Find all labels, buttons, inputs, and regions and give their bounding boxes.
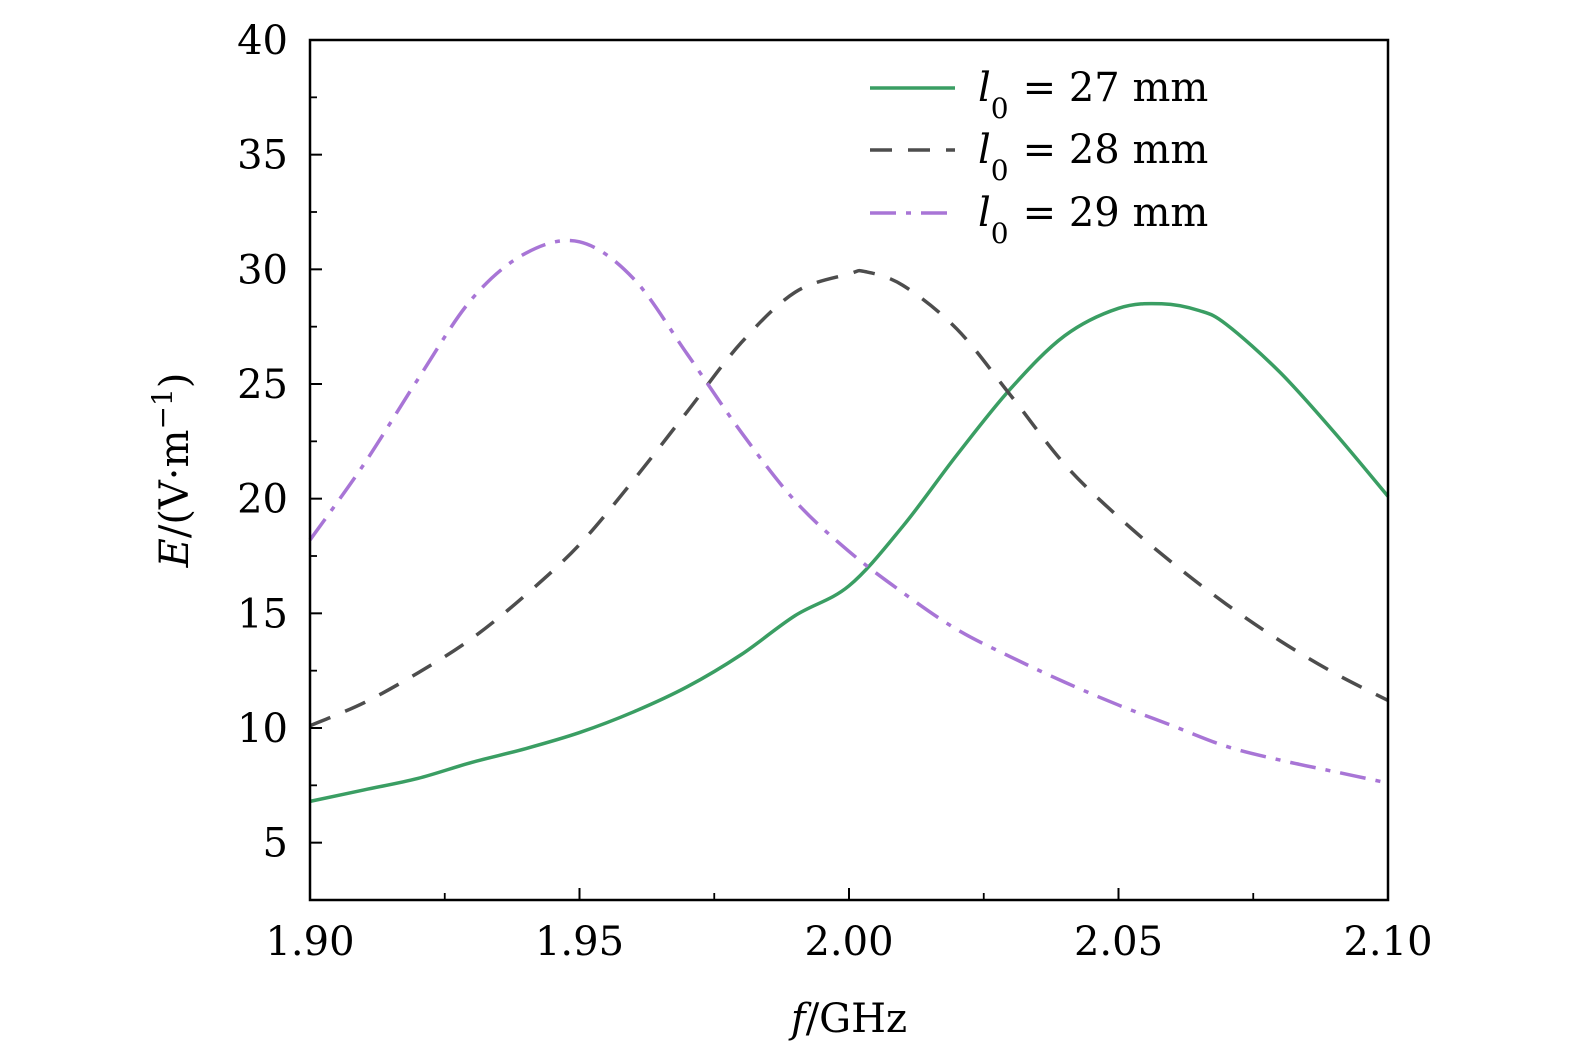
legend-label-2: l0 = 28 mm: [978, 127, 1208, 187]
legend-label-3: l0 = 29 mm: [978, 190, 1208, 250]
series-line-1: [309, 301, 1390, 804]
y-axis-title: E/(V·m−1): [146, 373, 199, 569]
x-tick-label: 1.95: [535, 919, 624, 965]
x-tick-label: 2.00: [804, 919, 893, 965]
x-axis-title: f/GHz: [788, 996, 907, 1042]
plot-frame: [308, 38, 1390, 902]
y-tick-label: 20: [237, 477, 288, 523]
series-layer: [308, 238, 1390, 804]
y-tick-label: 25: [237, 362, 288, 408]
y-tick-label: 40: [237, 18, 288, 64]
y-tick-label: 35: [237, 133, 288, 179]
y-tick-label: 30: [237, 247, 288, 293]
y-tick-label: 10: [237, 706, 288, 752]
x-tick-label: 1.90: [265, 919, 354, 965]
axes-layer: 1.90 1.95 2.00 2.05 2.10 5 10 15 20 25 30 35 40 f/GHz…: [146, 18, 1433, 1042]
legend-label-1: l0 = 27 mm: [978, 65, 1208, 125]
y-tick-label: 15: [237, 591, 288, 637]
series-line-3: [308, 238, 1389, 785]
series-line-2: [309, 268, 1389, 728]
x-tick-label: 2.10: [1343, 919, 1432, 965]
x-tick-label: 2.05: [1074, 919, 1163, 965]
y-tick-label: 5: [263, 821, 288, 867]
